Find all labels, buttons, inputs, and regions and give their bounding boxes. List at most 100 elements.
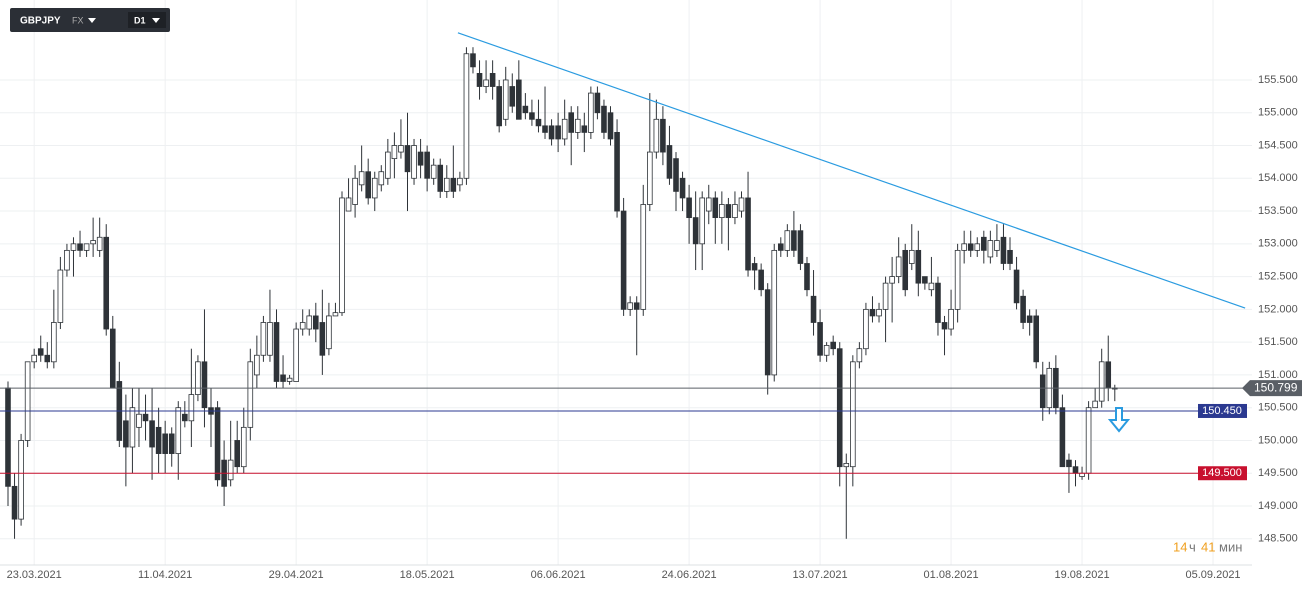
candle-down [489, 73, 496, 87]
y-tick-label: 150.500 [1258, 402, 1298, 414]
y-tick-label: 149.000 [1258, 500, 1298, 512]
candle-up [293, 328, 299, 382]
level-label-box [1198, 403, 1247, 418]
dropdown-arrow[interactable] [88, 18, 96, 23]
y-tick-label: 154.500 [1258, 139, 1298, 151]
candle-down [1105, 361, 1112, 389]
candle-down [902, 249, 909, 291]
symbol[interactable]: GBPJPY [20, 16, 61, 27]
candle-up [588, 92, 594, 133]
grid: 148.500 149.000 149.500 150.000 150.500 151.0… [0, 0, 1298, 581]
timeframe-box[interactable] [128, 12, 166, 28]
candle-down [967, 243, 974, 251]
candle-down [542, 125, 548, 133]
candle-up [908, 249, 915, 264]
y-tick-label: 155.000 [1258, 107, 1298, 119]
candle-down [594, 92, 601, 114]
candle-down [1020, 295, 1026, 323]
y-tick-label: 148.500 [1258, 533, 1298, 545]
candle-down [529, 112, 535, 120]
candle-up [188, 394, 195, 422]
candle-down [922, 276, 928, 284]
candle-down [568, 112, 575, 133]
candle-up [240, 426, 247, 468]
candle-up [771, 249, 778, 376]
y-tick-label: 154.000 [1258, 172, 1298, 184]
level-label: 150.450 [1202, 405, 1242, 417]
candle-up [358, 171, 365, 186]
candle-down [791, 230, 797, 251]
y-tick-label: 151.500 [1258, 336, 1298, 348]
candle-down [666, 145, 673, 179]
candle-up [299, 322, 306, 330]
candle-up [889, 276, 895, 284]
x-tick-label: 01.08.2021 [924, 569, 979, 581]
candle-down [764, 289, 771, 376]
x-tick-label: 18.05.2021 [400, 569, 455, 581]
candle-up [987, 240, 994, 258]
candle-down [182, 413, 188, 422]
candle-up [738, 197, 745, 212]
candle-down [149, 420, 155, 448]
candle-up [627, 302, 633, 310]
level-label: 149.500 [1202, 467, 1242, 479]
candle-down [941, 322, 948, 330]
candle-down [273, 322, 280, 382]
candle-up [136, 413, 142, 428]
candle-down [797, 230, 804, 264]
candle-down [234, 440, 241, 468]
candle-down [123, 420, 129, 448]
x-tick-label: 11.04.2021 [138, 569, 192, 581]
candle-down [830, 341, 836, 350]
candle-down [810, 295, 817, 323]
candle-up [64, 249, 70, 271]
candle-down [935, 282, 941, 323]
candle-down [103, 236, 110, 330]
candle-up [850, 361, 856, 468]
candle-down [692, 217, 699, 245]
candle-up [18, 440, 24, 520]
timeframe[interactable]: D1 [134, 15, 146, 25]
candle-up [31, 354, 37, 363]
candle-down [869, 308, 876, 317]
candle-down [470, 53, 476, 68]
candle-down [548, 125, 555, 140]
candle-up [339, 197, 345, 314]
timer-minutes: 41 [1201, 539, 1215, 554]
dropdown-arrow[interactable] [152, 18, 160, 23]
candle-down [109, 328, 116, 389]
candle-up [653, 118, 660, 153]
x-tick-label: 29.04.2021 [269, 569, 324, 581]
candle-down [437, 164, 444, 192]
candle-down [1000, 236, 1007, 264]
candle-down [601, 105, 607, 133]
candle-down [312, 315, 319, 330]
candle-down [214, 407, 221, 481]
candle-down [155, 426, 162, 454]
candle-down [660, 118, 666, 153]
candle-up [96, 236, 103, 251]
candle-up [398, 145, 404, 153]
candle-up [1098, 361, 1105, 402]
overlay: 150.450 149.500 150.799 [0, 32, 1302, 481]
candle-up [863, 308, 869, 350]
candle-down [365, 171, 371, 199]
candle-up [699, 197, 705, 245]
candle-down [417, 151, 424, 166]
candle-up [326, 315, 332, 350]
candle-down [745, 197, 751, 271]
candle-down [424, 151, 430, 179]
candle-up [24, 361, 31, 441]
candle-up [195, 361, 201, 395]
candle-down [5, 387, 11, 487]
candle-up [974, 243, 981, 251]
candle-up [227, 459, 234, 481]
candle-down [614, 132, 620, 212]
x-tick-label: 05.09.2021 [1186, 569, 1241, 581]
candle-down [44, 354, 51, 363]
candle-down [142, 413, 149, 422]
candle-down [836, 348, 843, 468]
candle-down [712, 197, 719, 219]
candle-up [371, 177, 378, 199]
